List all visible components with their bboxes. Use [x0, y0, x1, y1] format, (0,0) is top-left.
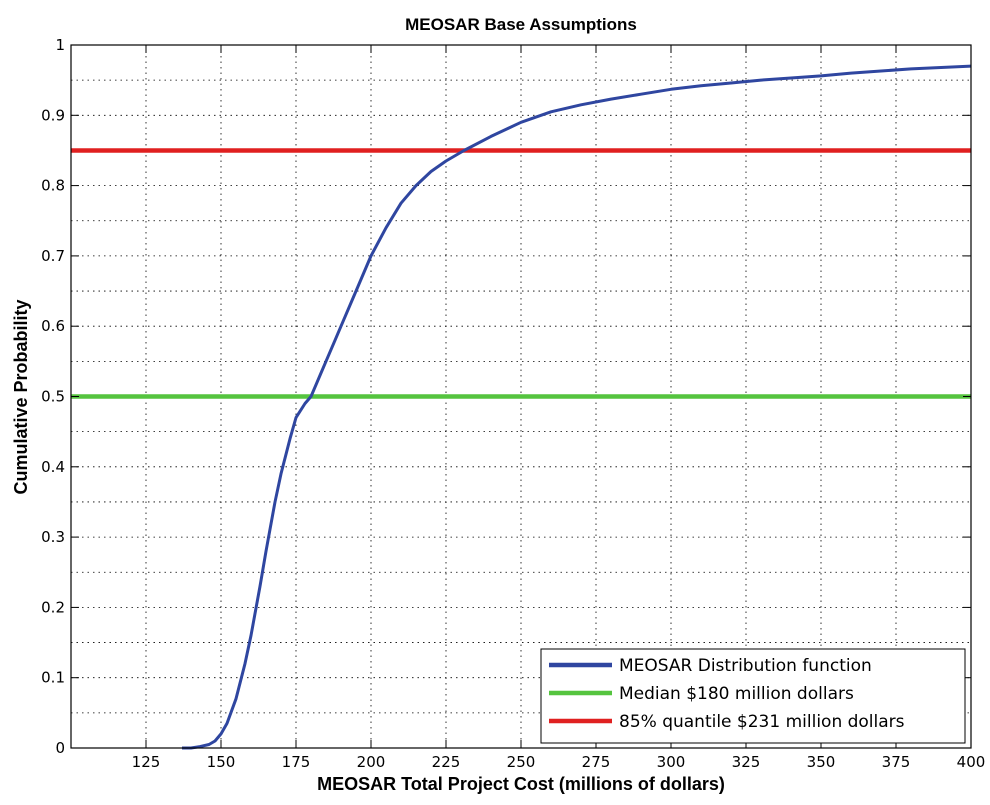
y-tick-label: 0 — [55, 739, 65, 757]
y-tick-labels: 0 0.1 0.2 0.3 0.4 0.5 0.6 0.7 0.8 0.9 1 — [41, 36, 65, 757]
y-tick-label: 1 — [55, 36, 65, 54]
y-tick-label: 0.7 — [41, 247, 65, 265]
y-tick-label: 0.5 — [41, 388, 65, 406]
x-tick-label: 150 — [207, 753, 236, 771]
y-tick-label: 0.4 — [41, 458, 65, 476]
chart-title: MEOSAR Base Assumptions — [405, 15, 637, 34]
x-tick-label: 200 — [357, 753, 386, 771]
y-tick-label: 0.9 — [41, 106, 65, 124]
x-tick-label: 125 — [132, 753, 161, 771]
x-tick-label: 400 — [957, 753, 986, 771]
x-tick-label: 350 — [807, 753, 836, 771]
x-tick-label: 375 — [882, 753, 911, 771]
x-tick-labels: 125 150 175 200 225 250 275 300 325 350 375 400 — [132, 753, 986, 771]
y-tick-label: 0.2 — [41, 598, 65, 616]
legend-label-1: Median $180 million dollars — [619, 684, 854, 704]
x-tick-label: 325 — [732, 753, 761, 771]
x-tick-label: 300 — [657, 753, 686, 771]
x-axis-label: MEOSAR Total Project Cost (millions of d… — [317, 774, 725, 794]
series-line-0 — [182, 64, 972, 750]
series-layer — [71, 64, 972, 750]
axis-ticks — [71, 44, 972, 749]
y-axis-label: Cumulative Probability — [11, 299, 31, 494]
x-tick-label: 275 — [582, 753, 611, 771]
y-tick-label: 0.3 — [41, 528, 65, 546]
x-tick-label: 225 — [432, 753, 461, 771]
y-tick-label: 0.8 — [41, 177, 65, 195]
x-tick-label: 175 — [282, 753, 311, 771]
legend-label-0: MEOSAR Distribution function — [619, 656, 872, 676]
y-tick-label: 0.6 — [41, 317, 65, 335]
y-tick-label: 0.1 — [41, 669, 65, 687]
x-tick-label: 250 — [507, 753, 536, 771]
legend-label-2: 85% quantile $231 million dollars — [619, 712, 905, 732]
legend: MEOSAR Distribution function Median $180 … — [540, 648, 966, 744]
